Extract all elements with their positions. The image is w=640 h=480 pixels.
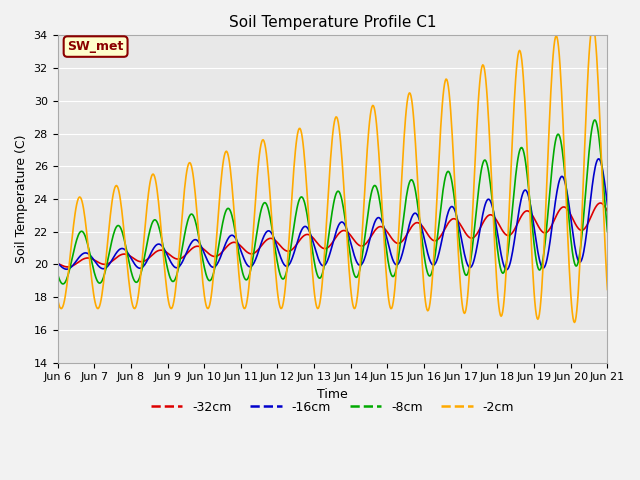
Title: Soil Temperature Profile C1: Soil Temperature Profile C1 [228, 15, 436, 30]
Legend: -32cm, -16cm, -8cm, -2cm: -32cm, -16cm, -8cm, -2cm [146, 396, 519, 419]
X-axis label: Time: Time [317, 388, 348, 401]
Y-axis label: Soil Temperature (C): Soil Temperature (C) [15, 135, 28, 263]
Text: SW_met: SW_met [67, 40, 124, 53]
